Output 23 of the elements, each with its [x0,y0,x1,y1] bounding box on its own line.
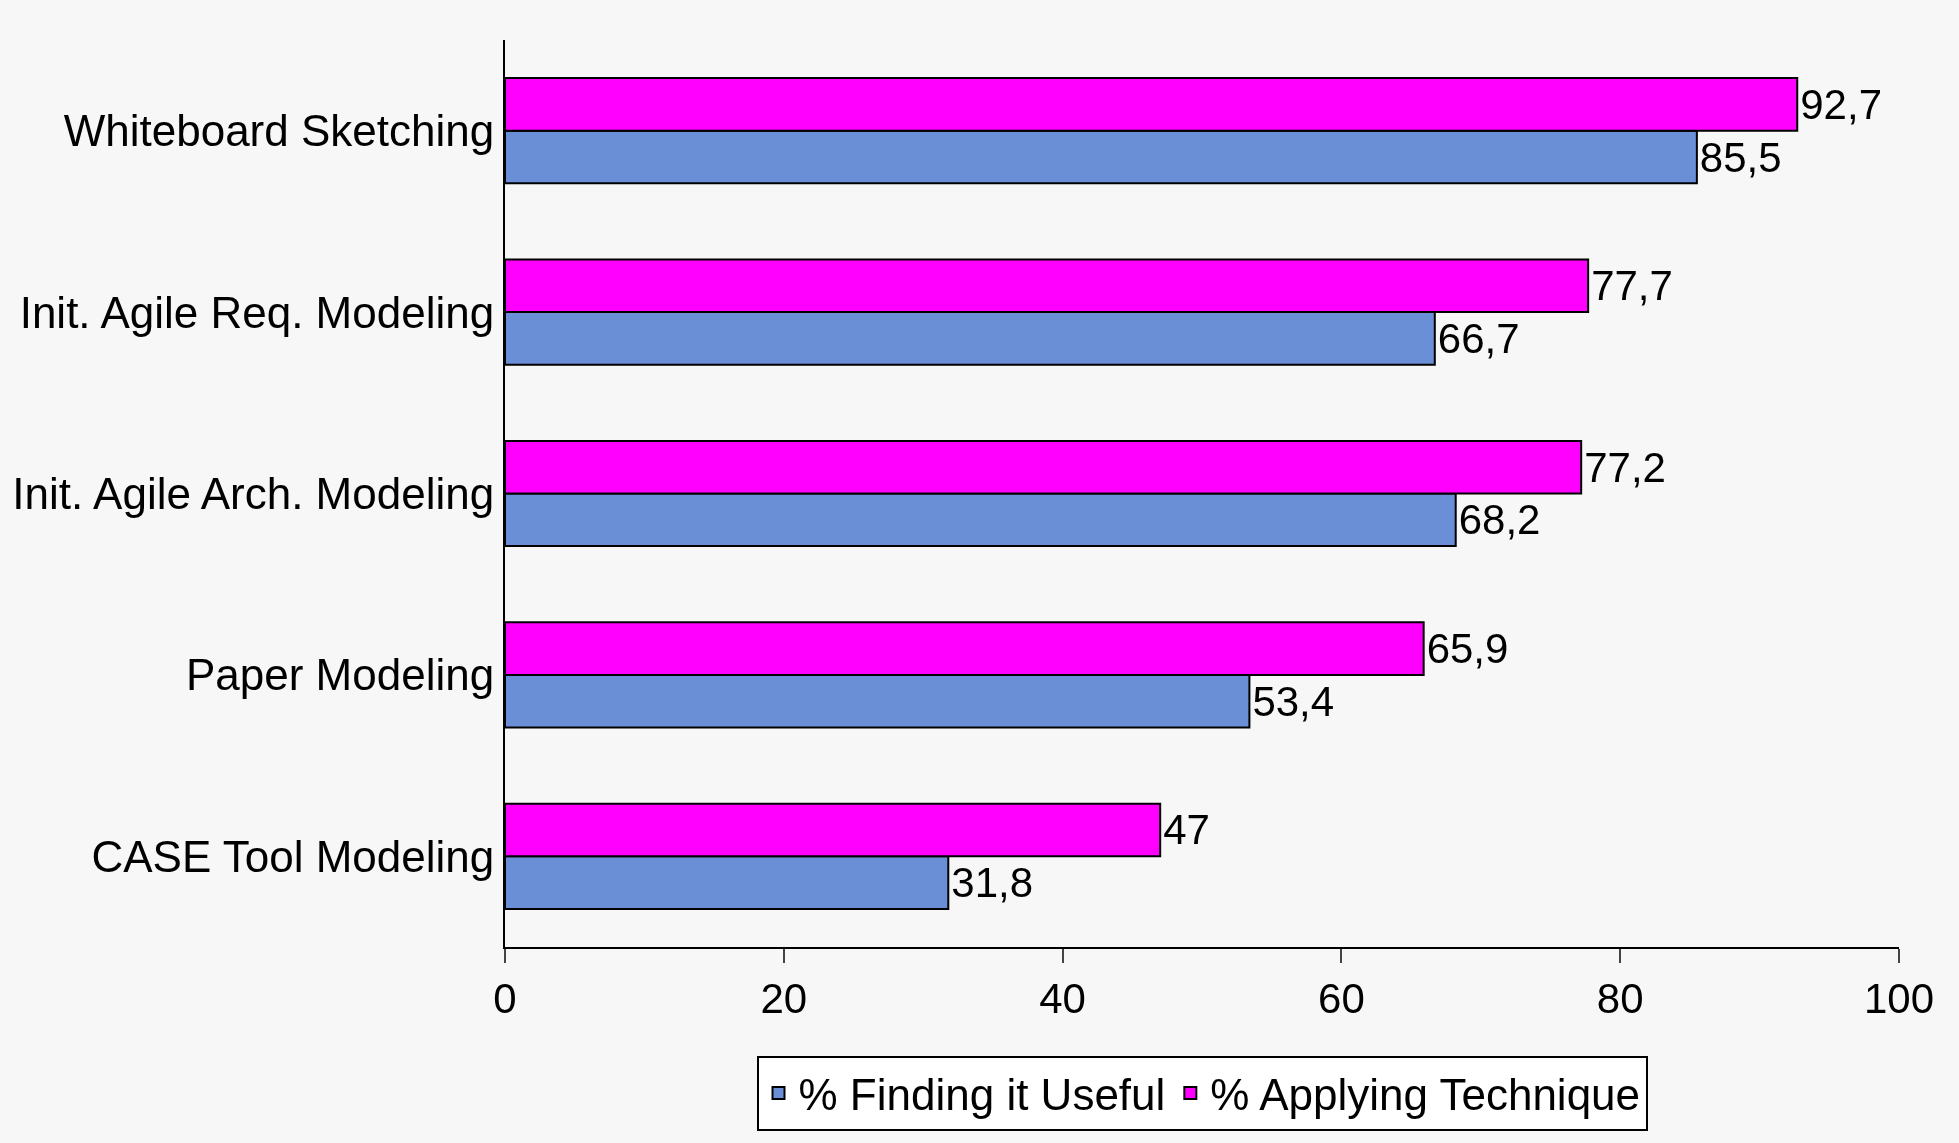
y-tick-label: Init. Agile Arch. Modeling [12,468,495,518]
y-tick-label: Init. Agile Req. Modeling [19,287,495,337]
y-tick-label: Paper Modeling [186,650,495,700]
data-label: 85,5 [1699,133,1782,181]
data-label: 77,7 [1591,262,1673,310]
data-label: 53,4 [1252,677,1335,725]
data-label: 65,9 [1426,625,1509,673]
x-tick-label: 20 [760,975,808,1023]
x-tick-label: 80 [1596,975,1644,1023]
x-tick-label: 40 [1039,975,1086,1023]
x-tick-label: 0 [493,975,517,1023]
legend-label: % Finding it Useful [798,1070,1166,1120]
y-tick-label: CASE Tool Modeling [91,831,495,881]
x-tick-label: 60 [1318,975,1365,1023]
x-tick-label: 100 [1863,975,1935,1023]
y-tick-label: Whiteboard Sketching [63,106,495,156]
data-label: 66,7 [1437,314,1520,362]
legend-label: % Applying Technique [1210,1070,1641,1120]
data-label: 92,7 [1800,80,1882,128]
data-label: 68,2 [1458,496,1541,544]
data-label: 47 [1163,806,1210,854]
data-label: 77,2 [1584,443,1666,491]
data-label: 31,8 [951,859,1034,907]
